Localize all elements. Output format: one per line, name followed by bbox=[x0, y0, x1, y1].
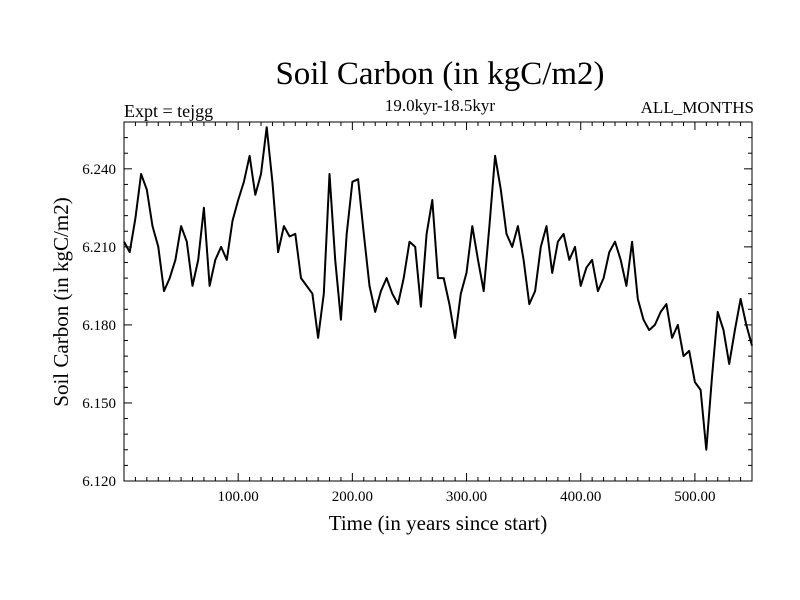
plot-frame bbox=[123, 121, 753, 482]
x-tick-label: 300.00 bbox=[446, 489, 487, 505]
x-axis-label: Time (in years since start) bbox=[328, 511, 548, 535]
y-tick-label: 6.120 bbox=[82, 474, 116, 490]
x-tick-label: 200.00 bbox=[332, 489, 373, 505]
y-tick-label: 6.210 bbox=[82, 240, 116, 256]
series-line bbox=[123, 126, 753, 451]
y-tick-label: 6.150 bbox=[82, 396, 116, 412]
chart-subtitle: 19.0kyr-18.5kyr bbox=[384, 96, 496, 115]
y-tick-label: 6.180 bbox=[82, 318, 116, 334]
x-tick-label: 400.00 bbox=[560, 489, 601, 505]
experiment-label: Expt = tejgg bbox=[124, 101, 214, 121]
x-tick-label: 500.00 bbox=[674, 489, 715, 505]
months-label: ALL_MONTHS bbox=[640, 98, 754, 117]
x-tick-label: 100.00 bbox=[218, 489, 259, 505]
chart-title: Soil Carbon (in kgC/m2) bbox=[275, 56, 605, 92]
y-tick-label: 6.240 bbox=[82, 162, 116, 178]
